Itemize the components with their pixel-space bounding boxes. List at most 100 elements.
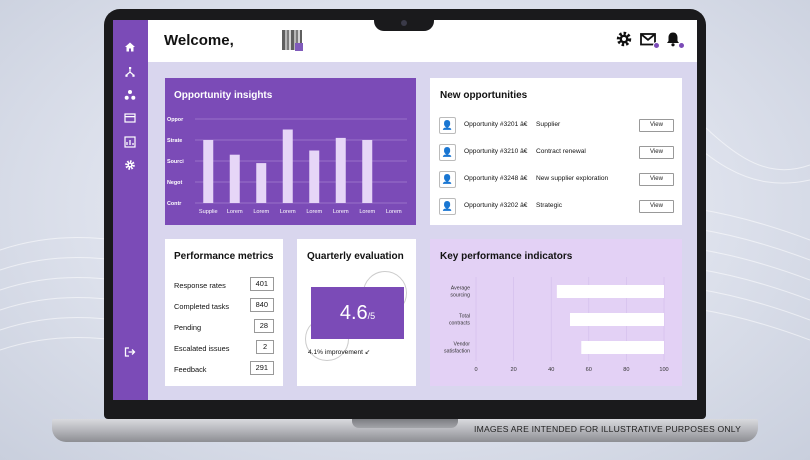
view-button[interactable]: View bbox=[639, 119, 674, 132]
x-tick-label: Lorem bbox=[253, 209, 269, 215]
person-icon: 👤 bbox=[439, 171, 456, 188]
y-tick-label: contracts bbox=[449, 321, 470, 327]
bar bbox=[309, 150, 320, 203]
org-chart-icon[interactable] bbox=[124, 89, 136, 101]
person-icon: 👤 bbox=[439, 117, 456, 134]
bar bbox=[256, 163, 267, 203]
opportunity-row: 👤 Opportunity #3201 â€ Supplier View bbox=[439, 117, 674, 135]
top-bar: Welcome, bbox=[148, 20, 697, 62]
opportunity-row: 👤 Opportunity #3210 â€ Contract renewal … bbox=[439, 144, 674, 162]
card-icon[interactable] bbox=[124, 112, 136, 124]
performance-metrics-title: Performance metrics bbox=[174, 251, 274, 262]
metric-label: Escalated issues bbox=[174, 344, 230, 353]
y-tick-label: Average bbox=[451, 286, 470, 292]
opportunity-category: Contract renewal bbox=[536, 148, 586, 155]
metric-label: Feedback bbox=[174, 365, 207, 374]
metric-value: 401 bbox=[249, 277, 274, 291]
chart-icon[interactable] bbox=[124, 136, 136, 148]
metric-row: Completed tasks 840 bbox=[174, 298, 274, 314]
sidebar bbox=[113, 20, 148, 400]
y-tick-label: satisfaction bbox=[444, 349, 470, 355]
disclaimer-text: IMAGES ARE INTENDED FOR ILLUSTRATIVE PUR… bbox=[474, 424, 742, 434]
bar bbox=[335, 137, 346, 203]
opportunity-row: 👤 Opportunity #3248 â€ New supplier expl… bbox=[439, 171, 674, 189]
camera-icon bbox=[401, 20, 407, 26]
laptop-base-notch bbox=[352, 419, 458, 428]
person-icon: 👤 bbox=[439, 198, 456, 215]
bar bbox=[203, 140, 214, 203]
metric-row: Pending 28 bbox=[174, 319, 274, 335]
kpi-title: Key performance indicators bbox=[440, 251, 573, 262]
kpi-bar bbox=[556, 285, 664, 298]
opportunity-name: Opportunity #3202 â€ bbox=[464, 202, 528, 209]
score-value: 4.6 bbox=[339, 302, 368, 324]
bar bbox=[362, 140, 373, 203]
score-box: 4.6/5 bbox=[311, 287, 404, 339]
new-opportunities-title: New opportunities bbox=[440, 90, 528, 101]
y-tick-label: Negot bbox=[167, 180, 182, 186]
metric-value: 291 bbox=[249, 361, 274, 375]
new-opportunities-card: New opportunities 👤 Opportunity #3201 â€… bbox=[430, 78, 682, 225]
view-button[interactable]: View bbox=[639, 200, 674, 213]
y-tick-label: Contr bbox=[167, 201, 182, 207]
x-tick-label: Lorem bbox=[280, 209, 296, 215]
hierarchy-icon[interactable] bbox=[124, 66, 136, 78]
bar bbox=[229, 154, 240, 203]
metric-value: 28 bbox=[253, 319, 274, 333]
quarterly-evaluation-card: Quarterly evaluation 4.6/5 4.1% improvem… bbox=[297, 239, 416, 386]
improvement-text: 4.1% improvement ↙ bbox=[308, 349, 371, 356]
y-tick-label: Strate bbox=[167, 138, 182, 144]
metric-label: Response rates bbox=[174, 281, 226, 290]
y-tick-label: Sourci bbox=[167, 159, 184, 165]
y-tick-label: sourcing bbox=[450, 293, 470, 299]
opportunity-row: 👤 Opportunity #3202 â€ Strategic View bbox=[439, 198, 674, 216]
settings-icon[interactable] bbox=[124, 159, 136, 171]
y-tick-label: Oppor bbox=[167, 117, 184, 123]
metric-value: 2 bbox=[256, 340, 274, 354]
view-button[interactable]: View bbox=[639, 173, 674, 186]
x-tick-label: Lorem bbox=[333, 209, 349, 215]
x-tick-label: 80 bbox=[623, 367, 629, 373]
x-tick-label: Lorem bbox=[386, 209, 402, 215]
opportunity-category: New supplier exploration bbox=[536, 175, 609, 182]
opportunity-name: Opportunity #3248 â€ bbox=[464, 175, 528, 182]
metric-label: Completed tasks bbox=[174, 302, 230, 311]
y-tick-label: Total bbox=[459, 314, 470, 320]
home-icon[interactable] bbox=[124, 41, 136, 53]
score-suffix: /5 bbox=[367, 311, 376, 321]
kpi-card: Key performance indicators 0 20 40 60 80 100 A… bbox=[430, 239, 682, 386]
opportunity-category: Supplier bbox=[536, 121, 561, 128]
laptop-base bbox=[52, 419, 758, 442]
bar bbox=[282, 129, 293, 203]
x-tick-label: 20 bbox=[510, 367, 516, 373]
x-tick-label: 40 bbox=[548, 367, 554, 373]
bell-icon[interactable] bbox=[664, 30, 685, 49]
x-tick-label: Lorem bbox=[306, 209, 322, 215]
logout-icon[interactable] bbox=[124, 346, 136, 358]
y-tick-label: Vendor bbox=[454, 342, 471, 348]
metric-row: Feedback 291 bbox=[174, 361, 274, 377]
gear-icon[interactable] bbox=[615, 30, 633, 48]
metric-row: Response rates 401 bbox=[174, 277, 274, 293]
metric-row: Escalated issues 2 bbox=[174, 340, 274, 356]
kpi-bar bbox=[581, 341, 664, 354]
metric-label: Pending bbox=[174, 323, 202, 332]
kpi-bar bbox=[570, 313, 664, 326]
performance-metrics-card: Performance metrics Response rates 401 C… bbox=[165, 239, 283, 386]
opportunity-insights-title: Opportunity insights bbox=[174, 90, 273, 101]
mail-icon[interactable] bbox=[639, 30, 660, 49]
x-tick-label: 60 bbox=[586, 367, 592, 373]
x-tick-label: 100 bbox=[659, 367, 668, 373]
x-tick-label: Lorem bbox=[359, 209, 375, 215]
opportunity-name: Opportunity #3210 â€ bbox=[464, 148, 528, 155]
quarterly-evaluation-title: Quarterly evaluation bbox=[307, 251, 404, 262]
metric-value: 840 bbox=[249, 298, 274, 312]
welcome-text: Welcome, bbox=[164, 32, 234, 49]
x-tick-label: Lorem bbox=[227, 209, 243, 215]
opportunity-insights-chart: Oppor Strate Sourci Negot Contr Supplie Lorem L… bbox=[167, 117, 407, 215]
opportunity-name: Opportunity #3201 â€ bbox=[464, 121, 528, 128]
person-icon: 👤 bbox=[439, 144, 456, 161]
avatar[interactable] bbox=[282, 30, 303, 51]
view-button[interactable]: View bbox=[639, 146, 674, 159]
